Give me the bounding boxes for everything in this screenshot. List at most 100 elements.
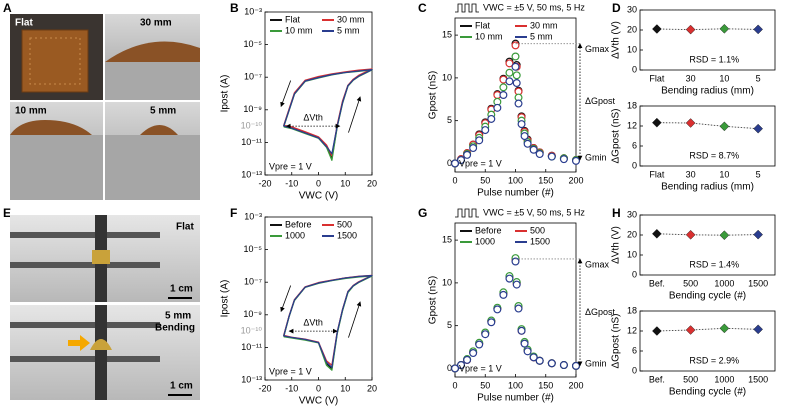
film [10, 120, 92, 135]
iv-curve [283, 274, 373, 366]
x-axis-label: Bending cycle (#) [669, 291, 746, 302]
x-tick-label: 150 [538, 175, 553, 185]
film [21, 29, 89, 93]
y-axis-label: ΔGpost (nS) [611, 313, 622, 368]
annotation: Vpre = 1 V [269, 366, 312, 376]
y-tick-label: 10⁻¹³ [241, 374, 262, 384]
y-tick-label: 15 [442, 234, 452, 244]
x-tick-label: 150 [538, 380, 553, 390]
diamond-marker [685, 24, 696, 35]
data-point [529, 145, 538, 154]
data-point [511, 62, 520, 71]
data-point [487, 318, 496, 327]
x-tick-label: 1000 [714, 374, 734, 384]
data-point [517, 326, 526, 335]
legend-label: Before [285, 219, 312, 229]
x-tick-label: 10 [719, 169, 729, 179]
y-tick-label: 6 [632, 140, 637, 150]
iv-curve [283, 68, 373, 157]
data-point [523, 139, 532, 148]
x-tick-label: 1000 [714, 278, 734, 288]
legend-label: 10 mm [285, 25, 313, 35]
y-tick-label: 10⁻⁹ [243, 309, 262, 319]
photo-label: Flat [15, 18, 33, 29]
legend-label: 10 mm [475, 31, 503, 41]
y-tick-label: 12 [627, 120, 637, 130]
y-tick-label: 30 [627, 4, 637, 14]
y-axis-label: ΔGpost (nS) [611, 108, 622, 163]
y-axis-label: Gpost (nS) [428, 71, 439, 119]
x-tick-label: 500 [683, 374, 698, 384]
y-tick-label: 10⁻³ [244, 6, 262, 16]
chart-title: VWC = ±5 V, 50 ms, 5 Hz [483, 2, 585, 12]
data-point [512, 280, 521, 289]
panel-label: H [612, 206, 621, 220]
annotation: RSD = 1.1% [689, 54, 739, 64]
diamond-marker [685, 118, 696, 128]
ruler [10, 135, 103, 200]
data-point [451, 364, 460, 373]
data-point [499, 90, 508, 99]
panel-label: D [612, 1, 621, 15]
x-tick-label: 0 [452, 175, 457, 185]
film [90, 339, 112, 350]
data-point [505, 274, 514, 283]
annotation: ΔVth [303, 317, 323, 327]
data-point [517, 120, 526, 129]
plot-frame [264, 11, 373, 176]
connector [656, 327, 759, 332]
y-tick-label: 10⁻⁷ [244, 277, 262, 287]
legend-label: 30 mm [530, 20, 558, 30]
x-tick-label: Bef. [649, 278, 665, 288]
legend-label: 1500 [530, 236, 550, 246]
data-point [451, 159, 460, 168]
y-tick-label: 12 [627, 325, 637, 335]
diamond-marker [652, 24, 662, 34]
x-tick-label: 50 [480, 380, 490, 390]
photo-label: 1 cm [170, 284, 193, 295]
connector [656, 233, 759, 236]
diamond-marker [719, 230, 730, 241]
x-axis-label: Pulse number (#) [477, 188, 554, 199]
data-point [547, 359, 556, 368]
diamond-marker [753, 229, 763, 240]
data-point [463, 150, 472, 159]
data-point [511, 41, 520, 50]
x-axis-label: Bending radius (mm) [661, 182, 754, 193]
x-tick-label: 0 [452, 380, 457, 390]
data-point [535, 150, 544, 159]
legend-label: 1500 [337, 230, 357, 240]
diamond-marker [685, 229, 696, 240]
data-point [469, 349, 478, 358]
ruler [105, 135, 200, 200]
x-tick-label: 200 [568, 175, 583, 185]
panel-label: A [3, 1, 12, 15]
data-point [481, 126, 490, 135]
photo-label: 5 mm [165, 311, 191, 322]
legend-label: Before [475, 225, 502, 235]
data-point [499, 83, 508, 92]
data-point [487, 114, 496, 123]
y-tick-label: 10⁻¹³ [241, 169, 262, 179]
legend-label: 30 mm [337, 14, 365, 24]
annotation: ΔGpost [585, 307, 616, 317]
iv-curve [283, 275, 373, 370]
panel-label: E [3, 206, 11, 220]
x-tick-label: 1500 [748, 278, 768, 288]
y-tick-label: 18 [627, 305, 637, 315]
data-point [514, 99, 523, 108]
photo-label: 1 cm [170, 381, 193, 392]
data-point [481, 330, 490, 339]
annotation: Gmin [585, 152, 607, 162]
y-axis-label: ΔVth (V) [611, 21, 622, 59]
panel-label: C [418, 1, 427, 15]
data-point [475, 340, 484, 349]
x-tick-label: 100 [508, 380, 523, 390]
x-axis-label: Bending radius (mm) [661, 86, 754, 97]
panel-label: B [230, 1, 239, 15]
x-tick-label: 30 [686, 169, 696, 179]
x-tick-label: 10 [340, 178, 350, 188]
diamond-marker [685, 325, 696, 335]
y-tick-label: 10 [442, 72, 452, 82]
x-tick-label: -20 [258, 178, 271, 188]
